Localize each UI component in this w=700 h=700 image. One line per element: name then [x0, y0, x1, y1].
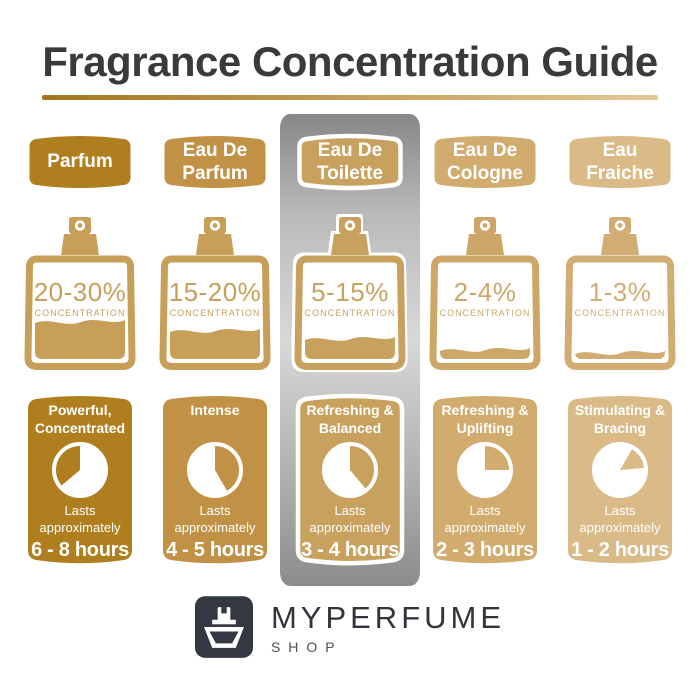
bottle-body: [564, 255, 676, 370]
category-header: Eau Fraiche: [564, 130, 676, 194]
perfume-bottle-icon: 20-30% CONCENTRATION: [24, 217, 136, 370]
lasts-label: Lasts approximately: [309, 503, 391, 536]
header-ribbon-shape: [29, 136, 131, 188]
concentration-label: CONCENTRATION: [35, 308, 126, 318]
clock-pie-icon: [592, 442, 648, 498]
liquid-fill-wave: [170, 329, 260, 359]
perfume-bottle-icon: 5-15% CONCENTRATION: [294, 217, 406, 370]
bottle-collar: [331, 234, 369, 255]
liquid-fill-wave: [575, 351, 665, 359]
scent-profile: Refreshing & Uplifting: [441, 402, 529, 436]
lasts-label: Lasts approximately: [174, 503, 256, 536]
concentration-value: 2-4%: [454, 277, 517, 307]
clock-pie-icon: [52, 442, 108, 498]
category-header: Parfum: [24, 130, 136, 194]
brand-logo-icon: [194, 596, 253, 658]
info-card: Refreshing & Uplifting Lasts approximate…: [426, 390, 544, 572]
concentration-value: 1-3%: [589, 277, 652, 307]
lasts-label: Lasts approximately: [579, 503, 661, 536]
duration-value: 6 - 8 hours: [31, 539, 129, 561]
info-card: Intense Lasts approximately 4 - 5 hours: [156, 390, 274, 572]
info-card: Stimulating & Bracing Lasts approximatel…: [561, 390, 679, 572]
brand-subtitle: SHOP: [270, 638, 343, 655]
perfume-bottle-icon: 1-3% CONCENTRATION: [564, 217, 676, 370]
fragrance-columns: Parfum 20-30% CONCENTRATION: [18, 114, 682, 586]
lasts-label: Lasts approximately: [444, 503, 526, 536]
duration-value: 4 - 5 hours: [166, 539, 264, 561]
column-eau-de-toilette: Eau De Toilette 5-15% CONCENTRATION: [280, 114, 420, 586]
bottle-collar: [601, 234, 639, 255]
info-card: Powerful, Concentrated Lasts approximate…: [21, 390, 139, 572]
duration-value: 3 - 4 hours: [301, 539, 399, 561]
category-name: Parfum: [47, 151, 113, 173]
concentration-label: CONCENTRATION: [170, 308, 261, 318]
liquid-fill-wave: [35, 320, 125, 359]
duration-value: 1 - 2 hours: [571, 539, 669, 561]
concentration-label: CONCENTRATION: [575, 308, 666, 318]
category-name: Eau Fraiche: [586, 139, 654, 184]
column-eau-de-cologne: Eau De Cologne 2-4% CONCENTRATION: [423, 130, 547, 572]
perfume-bottle-icon: 2-4% CONCENTRATION: [429, 217, 541, 370]
page-title: Fragrance Concentration Guide: [42, 38, 658, 85]
bottle-collar: [196, 234, 234, 255]
header-ribbon-shape: [569, 136, 671, 188]
column-eau-fraiche: Eau Fraiche 1-3% CONCENTRATION: [558, 130, 682, 572]
scent-profile: Powerful, Concentrated: [34, 402, 126, 436]
brand-name: MYPERFUME: [270, 599, 506, 635]
clock-pie-icon: [457, 442, 513, 498]
lasts-label: Lasts approximately: [39, 503, 121, 536]
concentration-label: CONCENTRATION: [440, 308, 531, 318]
info-card: Refreshing & Balanced Lasts approximatel…: [291, 390, 409, 572]
scent-profile: Stimulating & Bracing: [574, 402, 666, 436]
title-underline: [42, 95, 658, 100]
scent-profile: Intense: [190, 402, 240, 418]
liquid-fill-wave: [440, 348, 530, 359]
category-header: Eau De Parfum: [159, 130, 271, 194]
perfume-bottle-icon: 15-20% CONCENTRATION: [159, 217, 271, 370]
bottle-collar: [466, 234, 504, 255]
category-name: Eau De Parfum: [182, 139, 248, 184]
concentration-value: 20-30%: [34, 277, 127, 307]
duration-value: 2 - 3 hours: [436, 539, 534, 561]
category-name: Eau De Toilette: [316, 139, 384, 184]
column-eau-de-parfum: Eau De Parfum 15-20% CONCENTRATION: [153, 130, 277, 572]
clock-pie-icon: [322, 442, 378, 498]
column-parfum: Parfum 20-30% CONCENTRATION: [18, 130, 142, 572]
header-ribbon-shape: [434, 136, 536, 188]
category-header: Eau De Toilette: [294, 130, 406, 194]
concentration-label: CONCENTRATION: [305, 308, 396, 318]
header-ribbon-shape: [297, 133, 403, 191]
category-header: Eau De Cologne: [429, 130, 541, 194]
bottle-body: [429, 255, 541, 370]
header-ribbon-shape: [164, 136, 266, 188]
concentration-value: 15-20%: [169, 277, 262, 307]
bottle-collar: [61, 234, 99, 255]
scent-profile: Refreshing & Balanced: [306, 402, 394, 436]
liquid-fill-wave: [305, 337, 395, 359]
category-name: Eau De Cologne: [447, 139, 523, 184]
clock-pie-icon: [187, 442, 243, 498]
brand-footer: MYPERFUME SHOP: [0, 596, 700, 658]
concentration-value: 5-15%: [311, 277, 389, 307]
